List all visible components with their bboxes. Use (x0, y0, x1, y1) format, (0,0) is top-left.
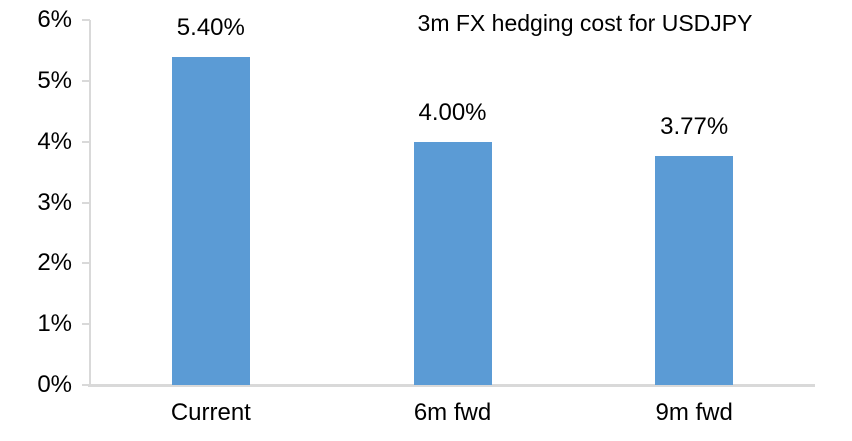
y-tick-label: 6% (37, 6, 72, 33)
y-tick-label: 4% (37, 127, 72, 155)
y-tick-mark (82, 201, 90, 204)
bar-current (171, 56, 250, 385)
bar-value-label-9m-fwd: 3.77% (660, 112, 729, 140)
y-tick-label: 0% (37, 371, 72, 398)
chart-title: 3m FX hedging cost for USDJPY (417, 10, 753, 36)
y-tick-mark (82, 79, 90, 82)
bar-value-label-current: 5.40% (176, 13, 245, 41)
x-axis-label-6m-fwd: 6m fwd (413, 399, 492, 426)
y-tick-mark (82, 262, 90, 265)
x-axis-baseline (88, 384, 815, 387)
y-tick-label: 2% (37, 249, 72, 277)
y-tick-mark (82, 323, 90, 326)
y-tick-label: 1% (37, 310, 72, 338)
y-tick-mark (82, 140, 90, 143)
x-axis-label-9m-fwd: 9m fwd (655, 399, 733, 426)
bar-6m-fwd (413, 141, 492, 385)
y-tick-mark (82, 384, 90, 386)
x-axis-label-current: Current (170, 399, 251, 426)
y-tick-mark (82, 19, 90, 21)
y-tick-label: 5% (37, 66, 72, 94)
bar-9m-fwd (655, 155, 734, 385)
y-tick-label: 3% (37, 188, 72, 216)
bar-value-label-6m-fwd: 4.00% (418, 98, 487, 126)
y-axis-line (89, 20, 91, 386)
